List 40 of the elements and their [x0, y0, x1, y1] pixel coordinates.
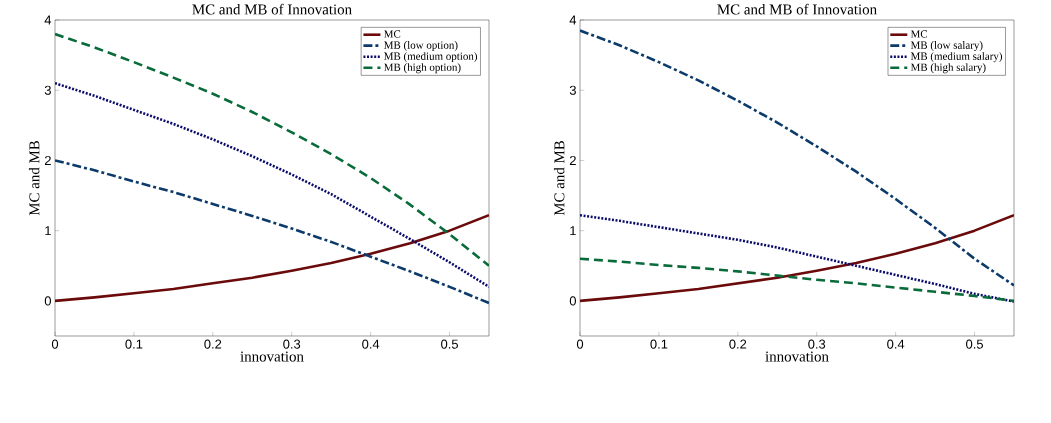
y-tick-label: 3: [44, 85, 51, 95]
x-tick-label: 0.2: [204, 339, 222, 349]
y-tick-label: 0: [569, 296, 576, 306]
legend-label: MB (low option): [384, 41, 458, 52]
legend-label: MB (low salary): [910, 41, 983, 52]
y-axis-title: MC and MB: [553, 140, 565, 216]
legend-label: MB (medium salary): [910, 52, 1003, 63]
x-tick-label: 0.1: [650, 339, 668, 349]
x-tick-label: 0.3: [283, 339, 301, 349]
x-tick-label: 0.2: [729, 339, 747, 349]
x-tick-label: 0: [51, 339, 59, 349]
y-tick-label: 4: [569, 15, 577, 25]
x-axis-title: innovation: [240, 351, 304, 362]
x-tick-label: 0.4: [362, 339, 380, 349]
y-tick-label: 1: [570, 226, 576, 236]
x-tick-label: 0: [576, 339, 584, 349]
line-series: [580, 29, 1015, 287]
line-series: [55, 213, 489, 303]
y-tick-label: 2: [44, 155, 51, 165]
x-tick-label: 0.5: [966, 339, 984, 349]
legend-label: MC: [910, 30, 928, 38]
x-tick-label: 0.1: [125, 339, 143, 349]
y-tick-label: 2: [569, 155, 576, 165]
line-series: [55, 32, 489, 268]
x-tick-label: 0.5: [441, 339, 458, 349]
y-tick-label: 1: [45, 226, 51, 236]
x-tick-label: 0.3: [808, 339, 826, 349]
x-tick-label: 0.4: [887, 339, 905, 349]
chart-title: MC and MB of Innovation: [717, 3, 877, 15]
legend-label: MB (high salary): [910, 63, 986, 74]
chart-title: MC and MB of Innovation: [192, 3, 352, 15]
legend-label: MC: [384, 30, 401, 38]
line-series: [580, 257, 1015, 303]
legend-label: MB (high option): [384, 63, 461, 74]
y-tick-label: 3: [569, 85, 576, 95]
y-tick-label: 0: [44, 296, 51, 306]
legend-label: MB (medium option): [384, 52, 478, 63]
x-axis-title: innovation: [765, 351, 829, 362]
y-axis-title: MC and MB: [28, 140, 40, 216]
y-tick-label: 4: [44, 15, 52, 25]
